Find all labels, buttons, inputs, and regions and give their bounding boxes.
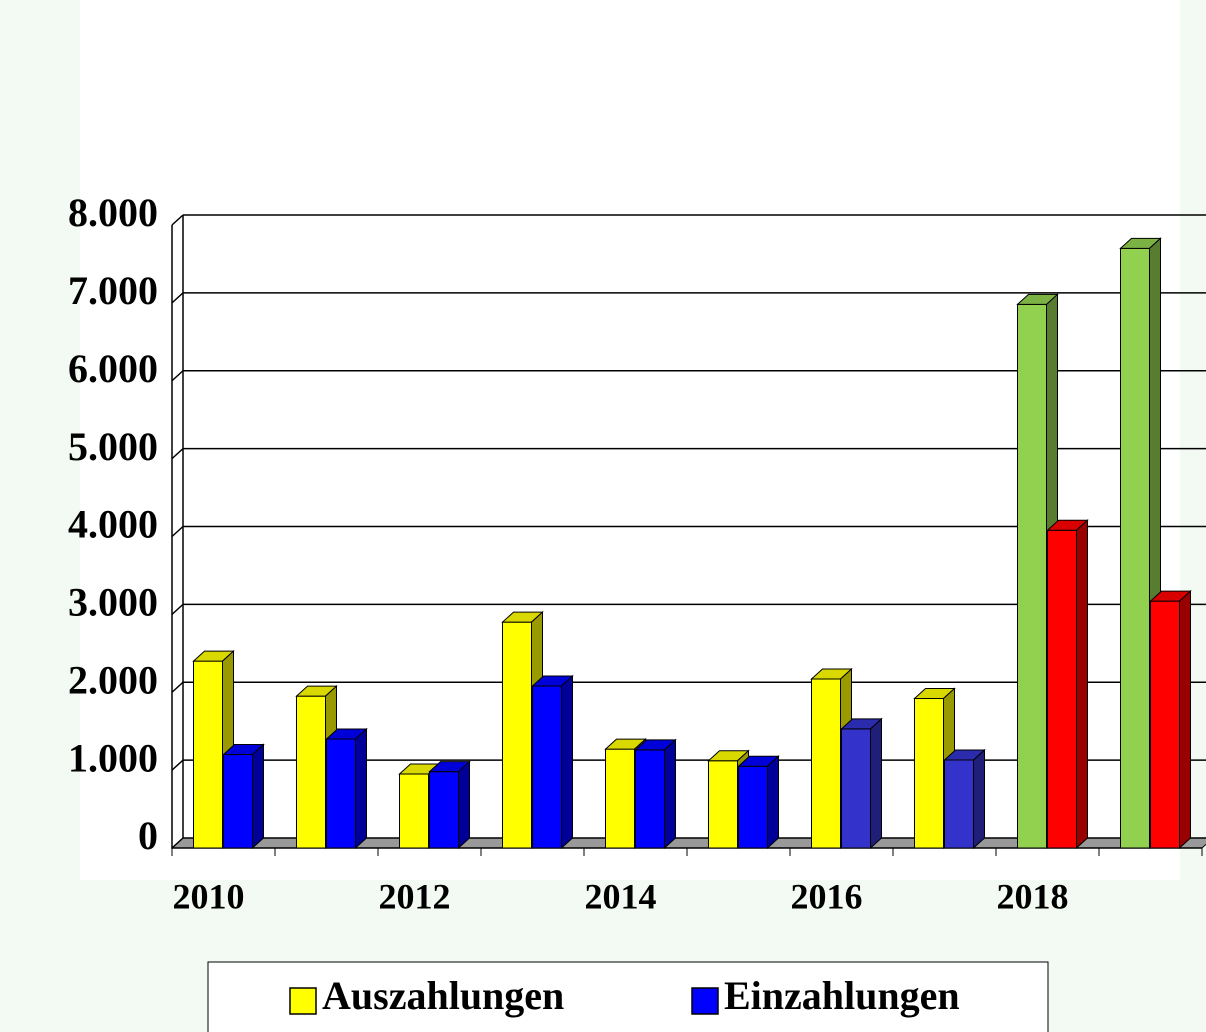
grid-line-side [171, 292, 184, 304]
bar-front [223, 754, 253, 849]
x-tick-label: 2012 [379, 876, 451, 916]
bar [943, 748, 986, 850]
legend-swatch [289, 987, 317, 1015]
grid-line [171, 214, 1206, 226]
bar [1046, 519, 1089, 850]
legend-label: Auszahlungen [322, 973, 564, 1018]
x-tick-label: 2016 [791, 876, 863, 916]
x-tick-label: 2010 [173, 876, 245, 916]
bar-front [532, 685, 562, 849]
bar [531, 674, 574, 850]
y-tick-label: 5.000 [68, 424, 158, 469]
grid-line-side [171, 759, 184, 771]
y-tick-label: 8.000 [68, 190, 158, 235]
bar [634, 738, 677, 850]
bar-front [502, 621, 532, 849]
legend-box [207, 961, 1049, 1032]
bar [840, 717, 883, 850]
bar-front [193, 660, 223, 849]
y-tick-label: 7.000 [68, 268, 158, 313]
bar-front [944, 759, 974, 849]
bar-front [841, 728, 871, 849]
bar-front [399, 773, 429, 849]
bar-front [738, 765, 768, 849]
y-tick-label: 3.000 [68, 580, 158, 625]
bar-side [252, 743, 264, 850]
grid-line-side [171, 525, 184, 538]
bar-front [1047, 529, 1077, 849]
bar-front [296, 695, 326, 849]
bar-side [973, 748, 985, 850]
grid-line-side [171, 370, 184, 382]
bar-side [458, 760, 470, 850]
bar [1149, 590, 1192, 850]
grid-line-side [171, 214, 184, 226]
bar-front [1017, 303, 1047, 849]
bar-front [429, 771, 459, 849]
y-tick-label: 6.000 [68, 346, 158, 391]
bar-front [326, 738, 356, 849]
bar-front [1120, 247, 1150, 849]
chart-area [80, 0, 1180, 880]
grid-line-side [171, 448, 184, 460]
legend-swatch [691, 987, 719, 1015]
bar [325, 727, 368, 850]
bar-side [355, 727, 367, 850]
grid-line-side [171, 837, 184, 849]
bar-side [870, 717, 882, 850]
bar-front [811, 678, 841, 849]
y-tick-label: 0 [138, 813, 158, 858]
grid-line [171, 292, 1206, 304]
bar-front [605, 748, 635, 849]
bar-front [708, 760, 738, 849]
grid-line-side [171, 681, 184, 693]
bar [428, 760, 471, 850]
bar-side [1076, 519, 1088, 850]
bar-front [635, 749, 665, 849]
bar-side [1179, 590, 1191, 850]
x-tick-label: 2018 [997, 876, 1069, 916]
bar-front [914, 697, 944, 849]
bar-front [1150, 600, 1180, 849]
bar-side [664, 738, 676, 850]
grid-line-side [171, 603, 184, 615]
y-tick-label: 4.000 [68, 502, 158, 547]
bar-side [767, 755, 779, 850]
legend-label: Einzahlungen [724, 973, 960, 1018]
x-tick-label: 2014 [585, 876, 657, 916]
bar [737, 755, 780, 850]
bar-side [561, 674, 573, 850]
y-tick-label: 1.000 [68, 735, 158, 780]
bar [222, 743, 265, 850]
y-tick-label: 2.000 [68, 657, 158, 702]
